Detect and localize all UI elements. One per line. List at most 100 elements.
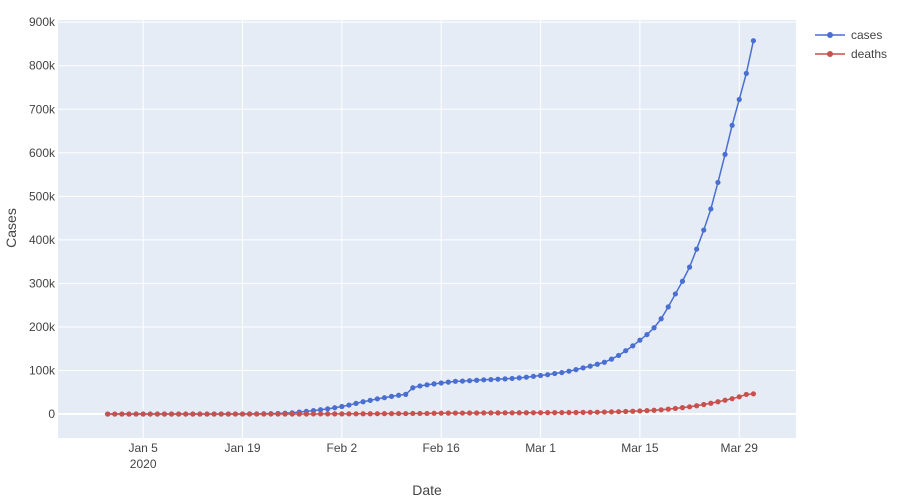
deaths-point <box>190 411 196 417</box>
cases-point <box>616 352 622 359</box>
deaths-point <box>651 407 657 413</box>
cases-point <box>360 399 366 405</box>
legend-label: cases <box>851 28 882 42</box>
y-axis-title: Cases <box>3 208 19 248</box>
cases-point <box>353 400 359 406</box>
deaths-point <box>176 411 182 417</box>
cases-point <box>431 381 437 387</box>
deaths-point <box>580 409 586 415</box>
deaths-point <box>310 411 317 417</box>
legend-item-deaths[interactable]: deaths <box>815 47 887 61</box>
cases-point <box>403 391 409 397</box>
cases-point <box>545 372 551 378</box>
cases-point <box>481 377 487 383</box>
deaths-point <box>183 411 189 417</box>
cases-point <box>488 376 494 383</box>
legend[interactable]: cases deaths <box>815 28 887 61</box>
cases-point <box>729 122 735 128</box>
deaths-point <box>715 399 721 405</box>
legend-item-cases[interactable]: cases <box>815 28 882 42</box>
cases-point <box>715 179 721 186</box>
cases-point <box>509 375 515 382</box>
deaths-point <box>573 409 579 416</box>
deaths-point <box>339 411 345 417</box>
y-tick-label: 800k <box>29 59 56 73</box>
deaths-point <box>743 391 749 398</box>
cases-point <box>495 376 501 382</box>
deaths-point <box>403 410 409 417</box>
y-tick-label: 200k <box>29 320 56 334</box>
x-axis-ticks: Jan 5 2020 Jan 19 Feb 2 Feb 16 Mar 1 Mar 15 Mar… <box>128 441 758 471</box>
deaths-point <box>105 411 111 417</box>
cases-point <box>743 70 749 76</box>
cases-point <box>317 407 324 413</box>
deaths-point <box>353 411 359 417</box>
y-tick-label: 0 <box>48 407 55 421</box>
deaths-point <box>729 396 735 402</box>
deaths-point <box>360 411 366 417</box>
deaths-point <box>140 411 146 417</box>
deaths-point <box>736 394 742 400</box>
deaths-point <box>254 411 260 417</box>
deaths-point <box>466 410 473 416</box>
deaths-point <box>303 411 309 417</box>
deaths-point <box>346 411 352 417</box>
deaths-point <box>481 410 487 416</box>
deaths-point <box>509 410 515 416</box>
deaths-point <box>637 408 643 414</box>
cases-point <box>722 151 728 157</box>
deaths-point <box>601 409 608 415</box>
deaths-point <box>587 409 593 415</box>
deaths-point <box>559 409 565 416</box>
cases-point <box>580 365 586 371</box>
cases-point <box>332 405 338 411</box>
x-tick-label: Jan 5 <box>128 441 158 455</box>
cases-point <box>750 38 757 44</box>
y-tick-label: 400k <box>29 233 56 247</box>
deaths-point <box>332 411 338 417</box>
cases-point <box>686 264 693 270</box>
deaths-point <box>317 411 324 417</box>
deaths-point <box>474 410 480 416</box>
deaths-point <box>232 411 238 417</box>
x-tick-label: Mar 29 <box>721 441 759 455</box>
legend-swatch-marker <box>827 51 833 57</box>
deaths-point <box>261 411 267 417</box>
deaths-point <box>694 403 700 409</box>
deaths-point <box>630 408 636 414</box>
deaths-point <box>289 411 295 417</box>
y-axis-ticks: 0 100k 200k 300k 400k 500k 600k 700k 800k 900k <box>29 15 56 421</box>
cases-point <box>679 278 686 284</box>
deaths-point <box>417 410 423 417</box>
legend-label: deaths <box>851 47 887 61</box>
cases-point <box>672 291 678 297</box>
deaths-point <box>495 410 501 416</box>
deaths-point <box>665 406 671 412</box>
deaths-point <box>701 401 707 408</box>
y-tick-label: 500k <box>29 189 56 203</box>
deaths-point <box>424 410 430 417</box>
x-tick-label: Mar 15 <box>621 441 659 455</box>
deaths-point <box>367 411 373 417</box>
cases-point <box>608 356 615 362</box>
cases-point <box>445 379 451 385</box>
deaths-point <box>552 410 558 416</box>
cases-point <box>637 337 643 343</box>
cases-point <box>388 393 395 399</box>
x-tick-label: Feb 16 <box>423 441 461 455</box>
cases-point <box>523 374 529 380</box>
cases-point <box>537 372 544 379</box>
y-tick-label: 100k <box>29 364 56 378</box>
x-tick-sublabel: 2020 <box>130 457 157 471</box>
deaths-point <box>530 410 537 416</box>
cases-point <box>552 370 558 377</box>
series-deaths <box>105 391 757 417</box>
deaths-point <box>161 411 168 417</box>
deaths-point <box>679 405 686 411</box>
deaths-point <box>459 410 466 416</box>
deaths-point <box>410 410 416 417</box>
deaths-point <box>296 411 302 417</box>
deaths-point <box>396 410 402 417</box>
deaths-point <box>431 410 437 416</box>
